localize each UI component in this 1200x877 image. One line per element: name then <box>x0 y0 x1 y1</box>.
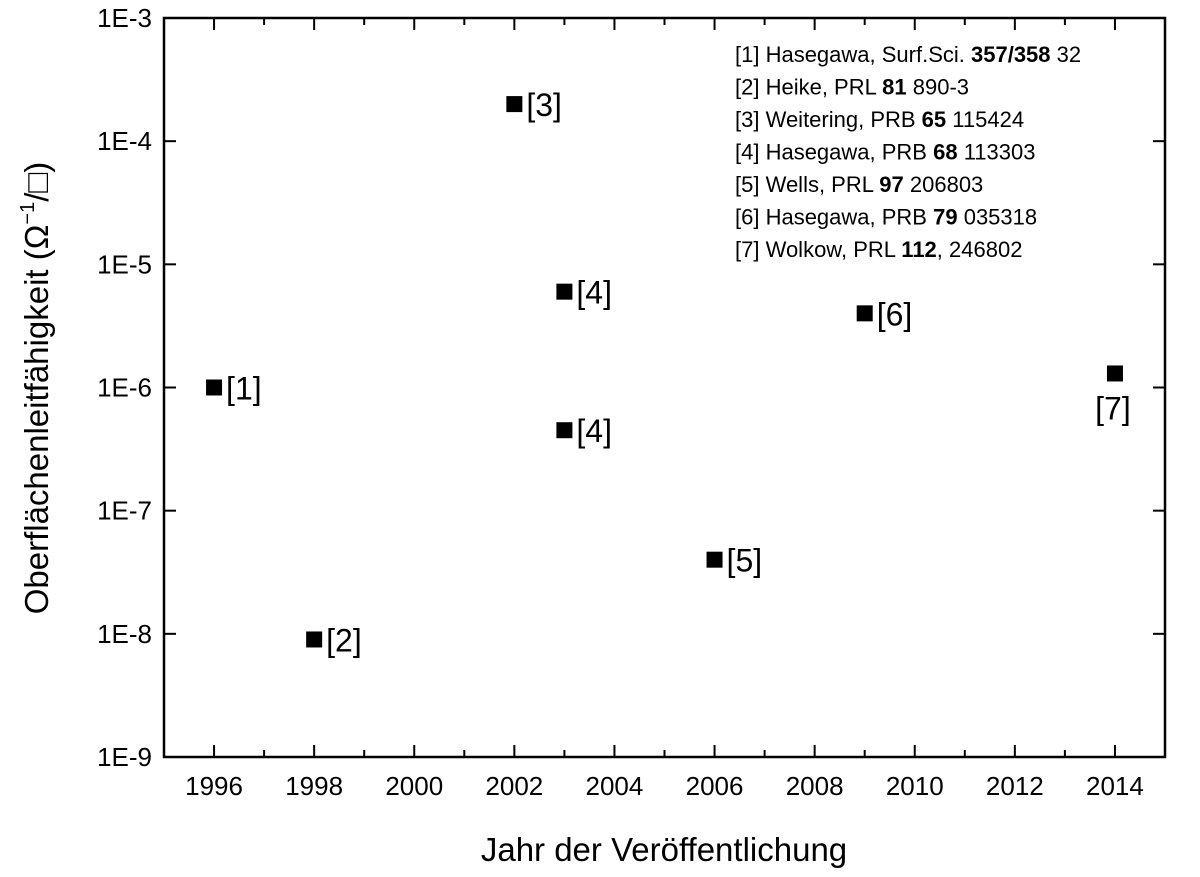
point-label: [4] <box>576 275 612 311</box>
data-point <box>1106 365 1123 382</box>
point-label: [5] <box>727 543 763 579</box>
y-tick-label: 1E-7 <box>97 496 152 526</box>
y-tick-label: 1E-6 <box>97 373 152 403</box>
legend-entry: [6] Hasegawa, PRB 79 035318 <box>735 205 1037 230</box>
x-axis-title: Jahr der Veröffentlichung <box>481 831 847 868</box>
data-points: [1] [2] [3] [4] [4] [5] [6] [7] <box>206 87 1131 658</box>
data-point <box>706 551 723 568</box>
y-tick-label: 1E-8 <box>97 619 152 649</box>
point-label: [1] <box>226 371 262 407</box>
y-axis-title: Oberflächenleitfähigkeit (Ω−1/□) <box>17 162 55 615</box>
legend-entry: [4] Hasegawa, PRB 68 113303 <box>735 140 1036 165</box>
point-label: [6] <box>877 296 913 332</box>
x-tick-label: 2000 <box>385 771 443 801</box>
point-label: [3] <box>526 87 562 123</box>
point-label: [7] <box>1095 390 1131 426</box>
x-axis-ticks: 1996 1998 2000 2002 2004 2006 2008 2010 2012 2014 <box>163 18 1166 801</box>
point-label: [4] <box>576 413 612 449</box>
data-point <box>206 379 223 396</box>
data-point <box>856 305 873 322</box>
y-tick-label: 1E-3 <box>97 3 152 33</box>
x-tick-label: 2008 <box>786 771 844 801</box>
x-tick-label: 2014 <box>1086 771 1144 801</box>
legend-entry: [2] Heike, PRL 81 890-3 <box>735 75 969 100</box>
y-tick-label: 1E-4 <box>97 126 152 156</box>
legend-entry: [5] Wells, PRL 97 206803 <box>735 172 983 197</box>
point-label: [2] <box>326 622 362 658</box>
x-tick-label: 1996 <box>185 771 243 801</box>
y-tick-label: 1E-5 <box>97 249 152 279</box>
data-point <box>556 422 573 439</box>
y-axis-ticks: 1E-9 1E-8 1E-7 1E-6 1E-5 1E-4 1E-3 <box>97 3 1165 772</box>
x-tick-label: 2006 <box>686 771 744 801</box>
legend: [1] Hasegawa, Surf.Sci. 357/358 32 [2] He… <box>735 42 1081 262</box>
data-point <box>306 631 323 648</box>
x-tick-label: 2010 <box>886 771 944 801</box>
legend-entry: [1] Hasegawa, Surf.Sci. 357/358 32 <box>735 42 1081 67</box>
x-tick-label: 2004 <box>586 771 644 801</box>
legend-entry: [7] Wolkow, PRL 112, 246802 <box>735 237 1022 262</box>
legend-entry: [3] Weitering, PRB 65 115424 <box>735 107 1024 132</box>
data-point <box>506 96 523 113</box>
x-tick-label: 1998 <box>285 771 343 801</box>
y-tick-label: 1E-9 <box>97 742 152 772</box>
x-tick-label: 2002 <box>485 771 543 801</box>
x-tick-label: 2012 <box>986 771 1044 801</box>
data-point <box>556 283 573 300</box>
